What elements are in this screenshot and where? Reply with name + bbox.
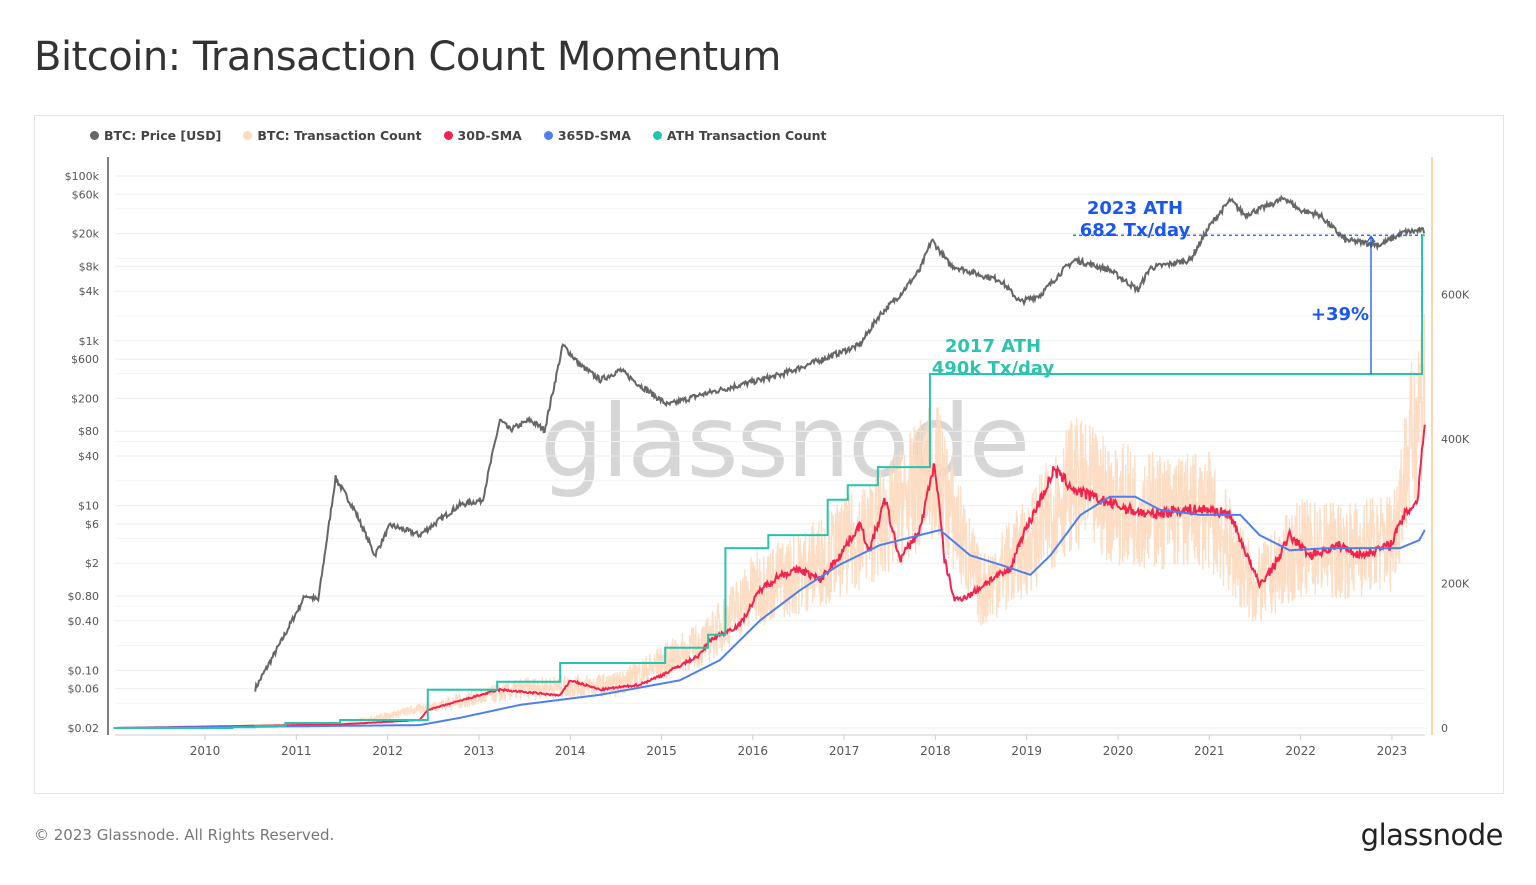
legend-dot [443, 131, 453, 140]
y-right-tick-label: 600K [1441, 289, 1470, 302]
annotation-2023-ath-value: 682 Tx/day [1079, 220, 1191, 241]
y-right-tick-label: 0 [1441, 722, 1448, 735]
legend-dot [652, 131, 662, 140]
x-tick-label: 2018 [920, 744, 951, 758]
y-left-tick-label: $4k [79, 285, 100, 298]
x-tick-label: 2013 [464, 744, 495, 758]
y-right-tick-label: 400K [1441, 433, 1470, 446]
x-tick-label: 2010 [190, 744, 221, 758]
legend-label: BTC: Price [USD] [104, 128, 222, 143]
legend-item-tx-count[interactable]: BTC: Transaction Count [243, 128, 422, 143]
ath-step-line [113, 234, 1425, 729]
y-left-tick-label: $10 [78, 500, 99, 513]
legend-dot [243, 131, 253, 140]
y-left-tick-label: $80 [78, 425, 99, 438]
y-left-tick-label: $6 [85, 518, 99, 531]
annotation-2017-ath-value: 490k Tx/day [931, 358, 1055, 379]
x-tick-label: 2017 [829, 744, 860, 758]
x-tick-label: 2011 [281, 744, 312, 758]
y-left-tick-label: $600 [71, 353, 99, 366]
legend-item-365d-sma[interactable]: 365D-SMA [543, 128, 631, 143]
annotation-2017-ath: 2017 ATH 490k Tx/day [928, 336, 1058, 380]
legend: BTC: Price [USD] BTC: Transaction Count … [90, 128, 827, 143]
y-left-tick-label: $200 [71, 392, 99, 405]
series-365d-sma [113, 495, 1426, 729]
legend-dot [90, 131, 99, 140]
y-left-tick-label: $100k [65, 170, 100, 183]
x-tick-label: 2021 [1194, 744, 1225, 758]
series-btc-price-usd- [254, 194, 1426, 692]
y-left-tick-label: $20k [72, 228, 100, 241]
x-tick-label: 2016 [738, 744, 769, 758]
x-tick-label: 2023 [1377, 744, 1408, 758]
y-left-tick-label: $1k [79, 335, 100, 348]
y-left-tick-label: $60k [72, 188, 100, 201]
y-left-tick-label: $40 [78, 450, 99, 463]
legend-item-30d-sma[interactable]: 30D-SMA [443, 128, 522, 143]
glassnode-logo: glassnode [1360, 818, 1504, 852]
legend-dot [543, 131, 553, 140]
y-left-tick-label: $0.10 [68, 664, 100, 677]
sma-365d-line [113, 495, 1426, 729]
y-left-tick-label: $0.40 [68, 615, 100, 628]
annotation-2017-ath-title: 2017 ATH [944, 336, 1042, 357]
legend-label: BTC: Transaction Count [257, 128, 422, 143]
legend-label: 365D-SMA [557, 128, 631, 143]
x-tick-label: 2019 [1011, 744, 1042, 758]
y-left-tick-label: $2 [85, 557, 99, 570]
legend-item-ath-tx-count[interactable]: ATH Transaction Count [652, 128, 827, 143]
series-ath-transaction-count [113, 234, 1425, 729]
sma-30d-line [113, 424, 1426, 729]
legend-label: 30D-SMA [457, 128, 522, 143]
price-line [254, 194, 1426, 692]
x-tick-label: 2022 [1285, 744, 1316, 758]
x-tick-label: 2012 [372, 744, 403, 758]
page-title: Bitcoin: Transaction Count Momentum [34, 34, 781, 80]
annotation-2023-ath: 2023 ATH 682 Tx/day [1070, 198, 1200, 242]
annotation-change: +39% [1310, 304, 1370, 325]
y-left-tick-label: $0.02 [68, 722, 100, 735]
y-right-tick-label: 200K [1441, 578, 1470, 591]
y-left-tick-label: $0.80 [68, 590, 100, 603]
x-tick-label: 2014 [555, 744, 586, 758]
legend-item-price[interactable]: BTC: Price [USD] [90, 128, 221, 143]
copyright: © 2023 Glassnode. All Rights Reserved. [34, 826, 335, 844]
x-tick-label: 2015 [646, 744, 677, 758]
y-left-tick-label: $0.06 [68, 683, 100, 696]
y-left-tick-label: $8k [79, 260, 100, 273]
arrow-head-icon [1366, 235, 1376, 243]
series-30d-sma [113, 424, 1426, 729]
legend-label: ATH Transaction Count [666, 128, 827, 143]
chart-frame [34, 115, 1504, 794]
annotation-2023-ath-title: 2023 ATH [1086, 198, 1184, 219]
x-tick-label: 2020 [1103, 744, 1134, 758]
